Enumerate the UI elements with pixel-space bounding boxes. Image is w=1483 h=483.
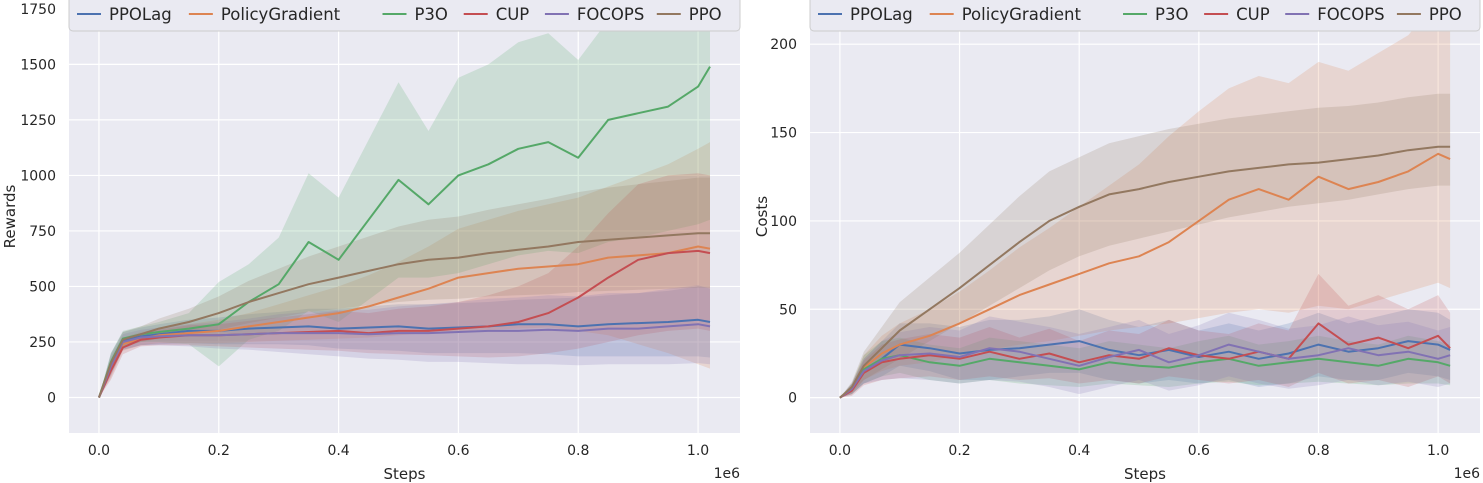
series-line-PPOLag <box>98 318 711 398</box>
series-line-CUP <box>98 249 711 398</box>
chart-panel-1: 0.0 0.2 0.4 0.6 0.8 1.0 0 250 500 750 1000 1250 1500… <box>1 0 741 483</box>
band-PolicyGradient <box>839 0 1451 398</box>
legend-label-CUP: CUP <box>496 5 530 24</box>
x-axis-label: Steps <box>384 465 426 483</box>
legend: PPOLag PolicyGradient P3O CUP FOCOPS PPO <box>809 0 1481 32</box>
x-tick-label: 0.2 <box>948 443 970 459</box>
x-tick-label: 0.6 <box>447 443 469 459</box>
legend-item-CUP: CUP <box>463 5 530 24</box>
series-line-PolicyGradient <box>839 152 1451 399</box>
series-line-FOCOPS <box>98 323 711 398</box>
series-group <box>98 0 711 398</box>
legend-label-PolicyGradient: PolicyGradient <box>221 5 341 24</box>
legend-item-PPO: PPO <box>1396 5 1462 24</box>
y-tick-label: 50 <box>779 302 797 318</box>
y-tick-label: 500 <box>29 279 56 295</box>
y-axis-label: Costs <box>753 196 771 237</box>
legend-item-PPO: PPO <box>656 5 722 24</box>
legend-box <box>68 0 741 32</box>
legend-label-PPO: PPO <box>1429 5 1462 24</box>
y-tick-label: 750 <box>29 224 56 240</box>
legend-label-FOCOPS: FOCOPS <box>577 5 644 24</box>
band-PPO <box>99 177 710 398</box>
legend-item-P3O: P3O <box>382 5 448 24</box>
plot-area <box>69 0 740 433</box>
x-tick-label: 0.8 <box>1307 443 1329 459</box>
band-P3O <box>99 0 710 398</box>
y-axis-label: Rewards <box>1 184 19 248</box>
band-PPO <box>839 93 1451 398</box>
legend-item-FOCOPS: FOCOPS <box>1285 5 1385 24</box>
legend: PPOLag PolicyGradient P3O CUP FOCOPS PPO <box>68 0 741 32</box>
legend-label-P3O: P3O <box>414 5 447 24</box>
y-tick-label: 1750 <box>20 2 56 18</box>
y-tick-label: 150 <box>770 126 797 142</box>
legend-item-P3O: P3O <box>1123 5 1188 24</box>
x-tick-label: 0.6 <box>1188 443 1210 459</box>
x-tick-label: 0.0 <box>88 443 110 459</box>
legend-item-CUP: CUP <box>1204 5 1270 24</box>
y-tick-label: 1000 <box>20 168 56 184</box>
legend-item-PolicyGradient: PolicyGradient <box>929 5 1082 24</box>
x-offset-label: 1e6 <box>1454 466 1481 482</box>
legend-label-P3O: P3O <box>1155 5 1188 24</box>
legend-item-PolicyGradient: PolicyGradient <box>188 5 341 24</box>
legend-box <box>809 0 1481 32</box>
band-CUP <box>839 273 1451 398</box>
band-FOCOPS <box>839 312 1451 398</box>
x-tick-label: 0.0 <box>829 443 851 459</box>
x-axis-label: Steps <box>1124 465 1166 483</box>
band-PPOLag <box>99 286 710 398</box>
series-line-PPO <box>839 145 1451 399</box>
band-CUP <box>99 173 710 398</box>
x-tick-label: 0.8 <box>567 443 589 459</box>
legend-item-PPOLag: PPOLag <box>818 5 913 24</box>
chart-panel-2: 0.0 0.2 0.4 0.6 0.8 1.0 0 50 100 150 200 Steps Costs… <box>753 0 1481 483</box>
y-tick-label: 1500 <box>20 57 56 73</box>
y-tick-label: 0 <box>47 390 56 406</box>
y-tick-label: 0 <box>788 391 797 407</box>
series-group <box>839 0 1451 399</box>
x-tick-label: 0.2 <box>208 443 230 459</box>
y-tick-label: 200 <box>770 37 797 53</box>
y-tick-label: 250 <box>29 335 56 351</box>
legend-label-PPO: PPO <box>689 5 722 24</box>
x-tick-label: 1.0 <box>687 443 709 459</box>
legend-label-CUP: CUP <box>1236 5 1270 24</box>
legend-label-FOCOPS: FOCOPS <box>1317 5 1384 24</box>
series-line-CUP <box>839 322 1451 399</box>
legend-label-PPOLag: PPOLag <box>850 5 913 24</box>
series-line-PPO <box>98 232 710 398</box>
series-line-P3O <box>98 66 711 398</box>
legend-label-PPOLag: PPOLag <box>109 5 172 24</box>
legend-item-PPOLag: PPOLag <box>77 5 172 24</box>
y-tick-label: 100 <box>770 214 797 230</box>
legend-item-FOCOPS: FOCOPS <box>544 5 644 24</box>
band-FOCOPS <box>99 285 710 398</box>
y-tick-label: 1250 <box>20 113 56 129</box>
x-tick-label: 0.4 <box>1068 443 1090 459</box>
legend-label-PolicyGradient: PolicyGradient <box>962 5 1082 24</box>
x-tick-label: 1.0 <box>1427 443 1449 459</box>
x-tick-label: 0.4 <box>327 443 349 459</box>
series-line-FOCOPS <box>839 343 1451 399</box>
x-offset-label: 1e6 <box>714 466 741 482</box>
